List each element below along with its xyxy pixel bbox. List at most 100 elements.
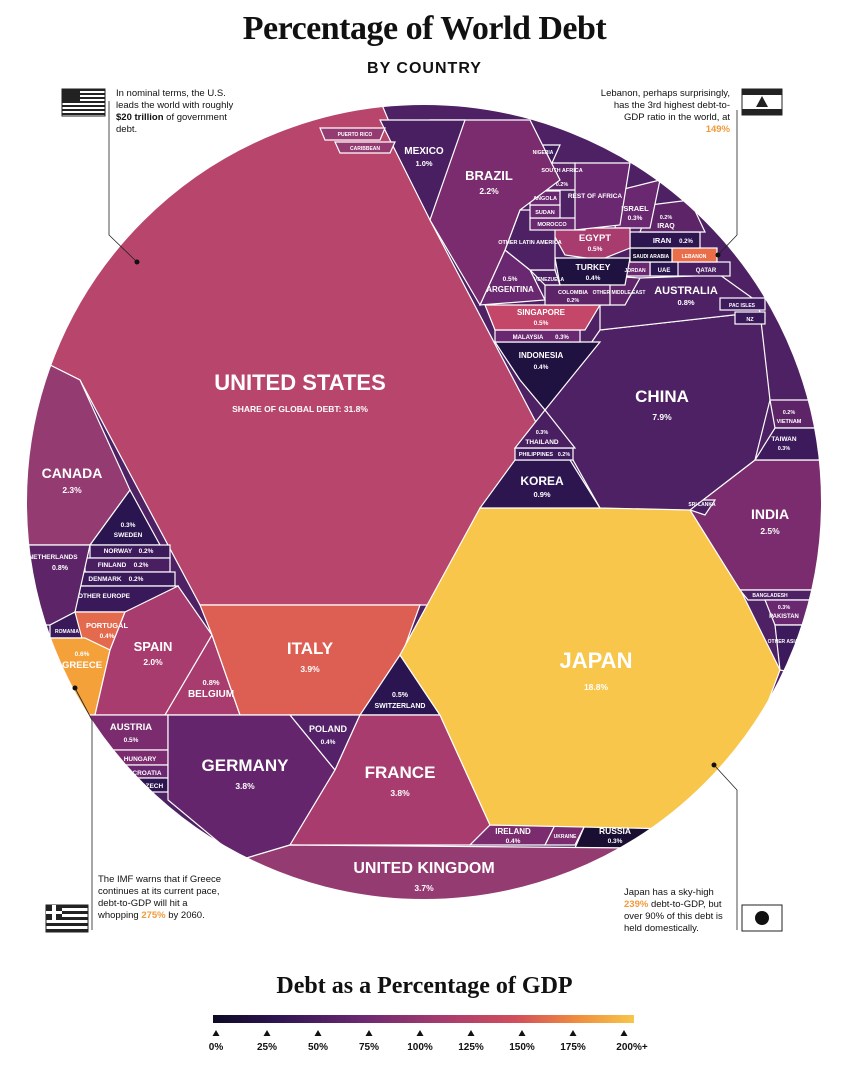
cell-puerto-rico[interactable] xyxy=(319,127,386,141)
label-pakistan: PAKISTAN xyxy=(769,614,799,620)
note-japan: Japan has a sky-high 239% debt-to-GDP, b… xyxy=(624,887,736,935)
share-vietnam: 0.2% xyxy=(783,410,796,416)
cell-taiwan[interactable] xyxy=(753,427,830,461)
share-belgium: 0.8% xyxy=(202,678,219,687)
legend-tick-label: 150% xyxy=(509,1042,535,1053)
label-united-states: UNITED STATES xyxy=(214,370,386,395)
flag-greece-icon xyxy=(45,904,89,933)
label-saudi-arabia: SAUDI ARABIA xyxy=(633,254,670,260)
note-us-text: In nominal terms, the U.S. leads the wor… xyxy=(116,88,234,111)
label-russia: RUSSIA xyxy=(599,826,631,836)
cell-pakistan[interactable] xyxy=(764,599,830,626)
label-ireland: IRELAND xyxy=(495,827,531,836)
label-uae: UAE xyxy=(658,268,671,274)
label-finland: FINLAND xyxy=(98,562,127,569)
share-denmark: 0.2% xyxy=(129,576,144,583)
label-venezuela: VENEZUELA xyxy=(534,277,565,283)
label-czech: CZECH xyxy=(141,783,164,790)
cell-egypt[interactable] xyxy=(548,227,631,261)
label-nz: NZ xyxy=(746,317,754,323)
label-argentina: ARGENTINA xyxy=(486,285,534,294)
cell-greece[interactable] xyxy=(20,637,111,716)
share-canada: 2.3% xyxy=(62,485,82,495)
cell-bangladesh[interactable] xyxy=(738,589,830,601)
share-malaysia: 0.3% xyxy=(555,335,569,341)
share-italy: 3.9% xyxy=(300,664,320,674)
label-nigeria: NIGERIA xyxy=(533,150,554,156)
share-sweden: 0.3% xyxy=(121,522,136,529)
share-spain: 2.0% xyxy=(143,657,163,667)
legend-tick-label: 50% xyxy=(308,1042,328,1053)
flag-japan-icon xyxy=(741,904,783,932)
cell-brazil[interactable] xyxy=(429,119,561,307)
label-singapore: SINGAPORE xyxy=(517,308,566,317)
flag-usa-icon xyxy=(61,88,106,117)
note-japan-highlight: 239% xyxy=(624,899,649,910)
share-united-kingdom: 3.7% xyxy=(414,883,434,893)
label-japan: JAPAN xyxy=(560,648,633,673)
label-malaysia: MALAYSIA xyxy=(513,335,544,341)
share-united-states: SHARE OF GLOBAL DEBT: 31.8% xyxy=(232,404,368,414)
share-south-africa: 0.2% xyxy=(556,182,569,188)
cell-rest-of-africa[interactable] xyxy=(574,162,631,231)
share-finland: 0.2% xyxy=(134,562,149,569)
label-poland: POLAND xyxy=(309,724,348,734)
callout-dot-us xyxy=(134,259,140,265)
label-thailand: THAILAND xyxy=(525,439,559,446)
cell-pac-isles[interactable] xyxy=(719,297,766,311)
share-indonesia: 0.4% xyxy=(534,364,549,371)
label-brazil: BRAZIL xyxy=(465,168,513,183)
label-denmark: DENMARK xyxy=(88,576,122,583)
cell-colombia[interactable] xyxy=(544,284,611,306)
callout-dots xyxy=(72,252,721,768)
note-greece-highlight: 275% xyxy=(141,910,166,921)
note-us-text-end: of government debt. xyxy=(116,112,227,135)
share-greece: 0.6% xyxy=(75,651,90,658)
share-colombia: 0.2% xyxy=(567,298,580,304)
note-greece-text: The IMF warns that if Greece continues a… xyxy=(98,874,222,921)
share-japan: 18.8% xyxy=(584,682,609,692)
label-south-africa: SOUTH AFRICA xyxy=(541,168,582,174)
label-canada: CANADA xyxy=(42,465,103,481)
label-lebanon: LEBANON xyxy=(682,254,707,260)
note-us-bold: $20 trillion xyxy=(116,112,164,123)
note-lebanon: Lebanon, perhaps surprisingly, has the 3… xyxy=(600,88,730,136)
legend-tick-marker xyxy=(518,1030,526,1036)
label-sweden: SWEDEN xyxy=(114,532,143,539)
legend-tick-label: 0% xyxy=(209,1042,224,1053)
label-hungary: HUNGARY xyxy=(124,756,157,763)
share-egypt: 0.5% xyxy=(588,246,603,253)
share-iraq: 0.2% xyxy=(660,215,673,221)
note-japan-text-end: debt-to-GDP, but over 90% of this debt i… xyxy=(624,899,723,934)
share-taiwan: 0.3% xyxy=(778,446,791,452)
label-united-kingdom: UNITED KINGDOM xyxy=(353,860,494,877)
cell-turkey[interactable] xyxy=(554,257,631,286)
legend-color-scale xyxy=(213,1015,634,1023)
label-ukraine: UKRAINE xyxy=(554,834,577,840)
cell-nz[interactable] xyxy=(734,311,766,325)
label-netherlands: NETHERLANDS xyxy=(28,554,78,561)
legend-tick-label: 125% xyxy=(458,1042,484,1053)
callout-dot-japan xyxy=(711,762,717,768)
share-china: 7.9% xyxy=(652,412,672,422)
legend-tick-label: 100% xyxy=(407,1042,433,1053)
legend-tick-label: 200%+ xyxy=(616,1042,648,1053)
cell-thailand[interactable] xyxy=(513,409,577,449)
label-italy: ITALY xyxy=(287,639,334,658)
label-pac-isles: PAC ISLES xyxy=(729,303,756,309)
share-korea: 0.9% xyxy=(533,490,550,499)
note-us: In nominal terms, the U.S. leads the wor… xyxy=(116,88,246,136)
cell-mexico[interactable] xyxy=(379,119,466,222)
label-belgium: BELGIUM xyxy=(188,689,234,700)
label-norway: NORWAY xyxy=(104,548,133,555)
cell-caribbean[interactable] xyxy=(334,141,396,154)
note-lebanon-text: Lebanon, perhaps surprisingly, has the 3… xyxy=(600,88,730,123)
note-lebanon-highlight: 149% xyxy=(705,124,730,135)
label-rest-of-africa: REST OF AFRICA xyxy=(568,193,623,200)
label-other-middle-east: OTHER MIDDLE EAST xyxy=(593,290,646,296)
share-poland: 0.4% xyxy=(321,739,336,746)
flag-lebanon-icon xyxy=(741,88,783,116)
callout-line-lebanon xyxy=(717,110,738,256)
share-russia: 0.3% xyxy=(608,838,623,845)
page-subtitle: BY COUNTRY xyxy=(367,60,482,77)
